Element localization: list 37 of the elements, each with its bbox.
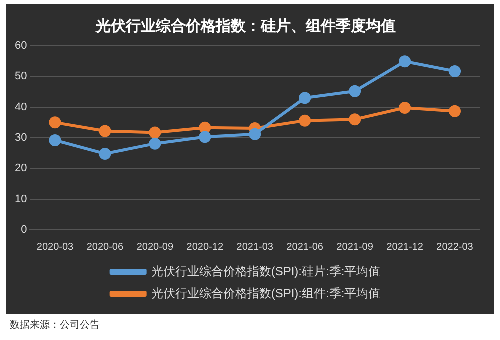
x-tick-label: 2020-03 — [36, 242, 74, 253]
y-tick-label: 40 — [14, 101, 28, 114]
point — [399, 102, 412, 114]
x-tick-label: 2021-03 — [236, 242, 274, 253]
chart-title: 光伏行业综合价格指数：硅片、组件季度均值 — [95, 16, 396, 35]
y-tick-label: 20 — [14, 162, 28, 175]
point — [49, 134, 62, 146]
y-tick-label: 10 — [14, 193, 28, 206]
x-tick-label: 2021-12 — [386, 242, 424, 253]
point — [199, 122, 212, 134]
point — [149, 138, 162, 150]
point — [449, 65, 462, 78]
point — [149, 126, 162, 139]
point — [299, 114, 312, 127]
point — [299, 92, 312, 104]
x-tick-label: 2020-06 — [86, 242, 124, 253]
point — [199, 131, 212, 144]
y-tick-label: 30 — [14, 132, 28, 144]
point — [249, 128, 262, 140]
point — [399, 56, 412, 68]
y-tick-label: 0 — [21, 224, 28, 236]
legend-label: 光伏行业综合价格指数(SPI):硅片:季:平均值 — [151, 264, 381, 278]
point — [449, 105, 462, 118]
x-tick-label: 2022-03 — [436, 242, 474, 253]
x-tick-label: 2020-12 — [186, 242, 224, 253]
source-note: 数据来源：公司公告 — [10, 318, 100, 332]
point — [99, 148, 112, 160]
legend-label: 光伏行业综合价格指数(SPI):组件:季:平均值 — [151, 286, 381, 300]
y-tick-label: 50 — [14, 70, 28, 83]
y-tick-label: 60 — [14, 40, 28, 52]
x-tick-label: 2021-06 — [286, 242, 324, 253]
point — [349, 114, 362, 126]
x-tick-label: 2021-09 — [336, 242, 374, 253]
point — [49, 116, 62, 129]
point — [349, 85, 362, 98]
point — [99, 125, 112, 138]
x-tick-label: 2020-09 — [136, 242, 174, 253]
